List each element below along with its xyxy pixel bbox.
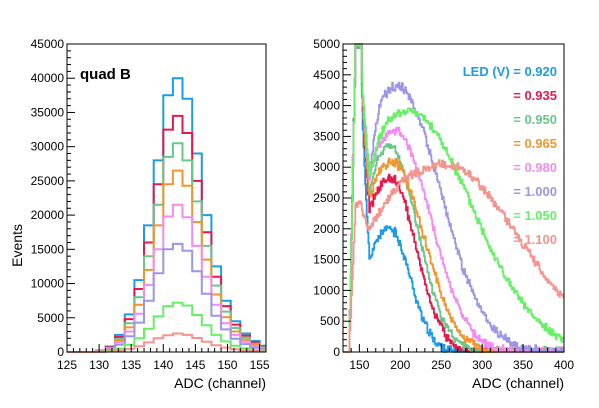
left-y-tick-label: 15000 bbox=[31, 242, 65, 256]
legend-entry: = 0.980 bbox=[513, 160, 557, 175]
legend-entry: = 1.050 bbox=[513, 208, 557, 223]
right-x-tick-label: 300 bbox=[472, 358, 492, 372]
right-x-tick-label: 200 bbox=[390, 358, 410, 372]
left-y-tick-label: 40000 bbox=[31, 71, 65, 85]
right-y-tick-label: 4500 bbox=[313, 68, 340, 82]
legend-title: LED (V) = 0.920 bbox=[463, 64, 557, 79]
right-legend: LED (V) = 0.920 = 0.935 = 0.950 = 0.965 = 0.… bbox=[463, 64, 557, 247]
right-y-tick-label: 3500 bbox=[313, 129, 340, 143]
left-annotation: quad B bbox=[80, 66, 131, 83]
right-y-tick-label: 1000 bbox=[313, 283, 340, 297]
left-y-tick-label: 20000 bbox=[31, 208, 65, 222]
right-y-tick-label: 4000 bbox=[313, 99, 340, 113]
right-y-tick-label: 5000 bbox=[313, 37, 340, 51]
left-series-0.935 bbox=[67, 114, 266, 353]
left-y-tick-label: 35000 bbox=[31, 105, 65, 119]
left-plot-frame bbox=[66, 43, 267, 353]
left-y-tick-label: 10000 bbox=[31, 277, 65, 291]
legend-entry: = 0.965 bbox=[513, 136, 557, 151]
right-x-tick-label: 400 bbox=[554, 358, 574, 372]
right-x-tick-label: 250 bbox=[431, 358, 451, 372]
right-y-tick-label: 2500 bbox=[313, 191, 340, 205]
left-x-tick-label: 140 bbox=[153, 358, 173, 372]
right-x-tick-label: 150 bbox=[349, 358, 369, 372]
right-series-1.100 bbox=[343, 159, 565, 353]
left-series-0.920 bbox=[67, 77, 266, 353]
left-x-tick-label: 135 bbox=[121, 358, 141, 372]
left-y-tick-label: 0 bbox=[57, 345, 64, 359]
left-x-tick-label: 125 bbox=[57, 358, 77, 372]
right-ticks-group: 150 200 250 300 350 4000500100015002000250030… bbox=[313, 37, 574, 372]
left-x-tick-label: 145 bbox=[185, 358, 205, 372]
legend-entry: = 0.935 bbox=[513, 88, 557, 103]
left-x-axis-label: ADC (channel) bbox=[174, 375, 266, 391]
right-series-1.050 bbox=[343, 43, 565, 353]
right-y-tick-label: 2000 bbox=[313, 222, 340, 236]
legend-entry: = 0.950 bbox=[513, 112, 557, 127]
left-series-1.100 bbox=[67, 332, 266, 353]
left-series-1.000 bbox=[67, 242, 266, 353]
right-panel: 150 200 250 300 350 4000500100015002000250030… bbox=[313, 37, 574, 391]
left-x-tick-label: 130 bbox=[89, 358, 109, 372]
legend-entry: = 1.000 bbox=[513, 184, 557, 199]
right-y-tick-label: 3000 bbox=[313, 160, 340, 174]
left-y-tick-label: 45000 bbox=[31, 37, 65, 51]
left-x-tick-label: 155 bbox=[250, 358, 270, 372]
left-y-tick-label: 5000 bbox=[37, 311, 64, 325]
right-y-tick-label: 1500 bbox=[313, 253, 340, 267]
right-y-tick-label: 500 bbox=[320, 314, 340, 328]
left-series-group bbox=[67, 77, 266, 353]
left-series-0.980 bbox=[67, 203, 266, 353]
left-y-axis-label: Events bbox=[9, 224, 25, 267]
left-y-tick-label: 30000 bbox=[31, 140, 65, 154]
right-y-tick-label: 0 bbox=[333, 345, 340, 359]
right-x-tick-label: 350 bbox=[513, 358, 533, 372]
right-x-axis-label: ADC (channel) bbox=[472, 375, 564, 391]
left-ticks-group: 125 130 135 140 145 150 155 0 5000 10000 15000 2000… bbox=[31, 37, 270, 372]
left-x-tick-label: 150 bbox=[217, 358, 237, 372]
left-panel: 125 130 135 140 145 150 155 0 5000 10000 15000 2000… bbox=[9, 37, 270, 391]
legend-entry: = 1.100 bbox=[513, 232, 557, 247]
left-y-tick-label: 25000 bbox=[31, 174, 65, 188]
